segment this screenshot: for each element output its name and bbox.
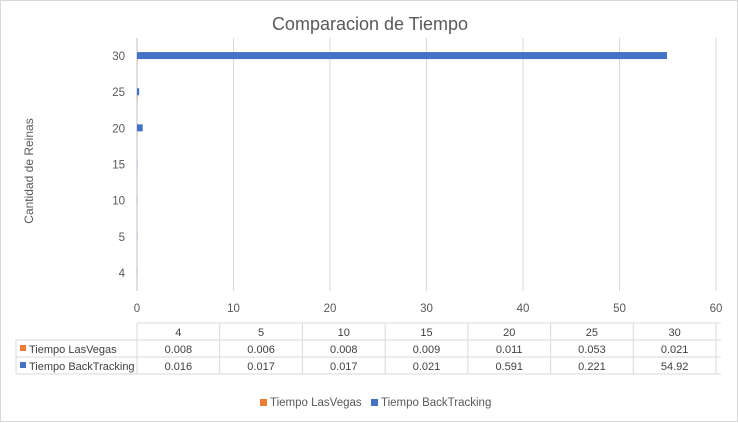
table-cell: 0.011 [496,344,523,356]
x-tick-label: 30 [420,303,433,315]
table-header-cell: 5 [258,327,264,339]
y-tick-label: 25 [112,87,125,99]
table-cell: 0.016 [165,361,193,373]
table-header-cell: 25 [586,327,598,339]
y-tick-label: 4 [119,268,126,280]
table-header-cell: 15 [420,327,432,339]
table-header-cell: 4 [175,327,181,339]
legend-label: Tiempo LasVegas [270,397,362,409]
table-cell: 0.053 [578,344,606,356]
y-tick-label: 20 [112,123,125,135]
x-tick-label: 60 [710,303,723,315]
table-row-label: Tiempo LasVegas [29,344,117,356]
x-tick-label: 10 [227,303,240,315]
table-cell: 0.017 [330,361,358,373]
table-cell: 0.021 [413,361,441,373]
table-cell: 0.221 [578,361,606,373]
legend-label: Tiempo BackTracking [381,397,491,409]
y-axis-title: Cantidad de Reinas [22,118,36,223]
data-table: 4 5 10 15 20 25 30 Tiempo LasVegas 0.008 0.006 0.0… [16,323,721,374]
bars [137,52,667,281]
table-header-cell: 30 [669,327,681,339]
gridlines [137,38,716,291]
legend-key [371,399,378,406]
y-tick-label: 30 [112,51,125,63]
bar-backtracking [137,88,139,95]
y-tick-label: 15 [112,160,125,172]
table-header-cell: 10 [338,327,350,339]
x-tick-label: 40 [517,303,530,315]
y-tick-label: 5 [119,232,125,244]
y-tick-labels: 4 5 10 15 20 25 30 [112,51,125,280]
bar-backtracking [137,52,667,59]
table-cell: 0.009 [413,344,441,356]
legend-key [260,399,267,406]
table-cell: 0.006 [247,344,275,356]
table-legend-key [20,362,26,368]
x-tick-labels: 0 10 20 30 40 50 60 [134,303,723,315]
chart-title: Comparacion de Tiempo [272,14,468,34]
bar-backtracking [137,124,143,131]
table-cell: 0.008 [330,344,358,356]
x-tick-label: 0 [134,303,140,315]
table-cell: 0.017 [247,361,275,373]
table-header-cell: 20 [503,327,515,339]
x-tick-label: 50 [613,303,626,315]
x-tick-label: 20 [324,303,337,315]
table-legend-key [20,345,26,351]
y-tick-label: 10 [112,196,125,208]
table-row-label: Tiempo BackTracking [29,361,135,373]
table-cell: 0.021 [661,344,689,356]
table-cell: 0.591 [495,361,523,373]
table-cell: 0.008 [165,344,193,356]
table-cell: 54.92 [661,361,689,373]
legend: Tiempo LasVegas Tiempo BackTracking [260,397,491,409]
